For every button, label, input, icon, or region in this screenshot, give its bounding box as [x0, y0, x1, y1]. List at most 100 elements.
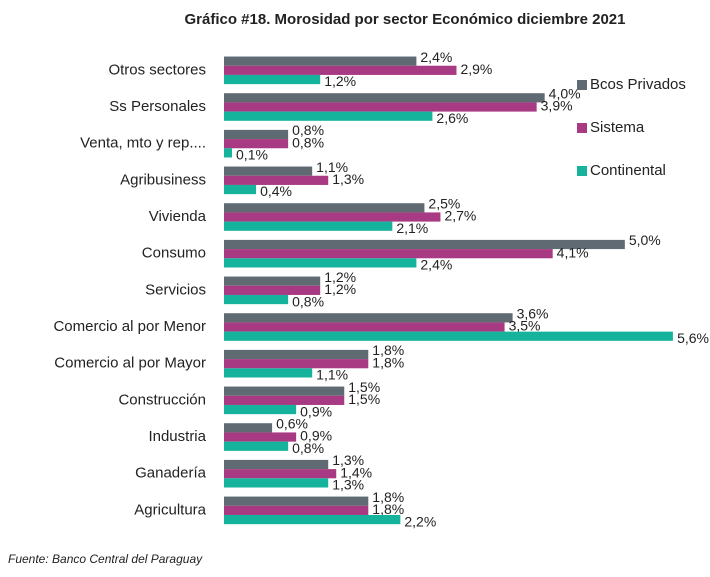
bar: [224, 313, 513, 323]
value-label: 3,9%: [541, 98, 573, 114]
value-label: 0,8%: [292, 293, 324, 309]
bar: [224, 285, 321, 295]
value-label: 1,1%: [316, 367, 348, 383]
bar: [224, 203, 425, 213]
bar: [224, 459, 329, 470]
bar: [224, 395, 345, 405]
bar: [224, 175, 329, 185]
value-label: 1,3%: [332, 171, 364, 187]
value-label: 1,3%: [332, 452, 364, 468]
value-label: 1,4%: [340, 464, 372, 480]
bar: [224, 139, 289, 149]
bar: [224, 441, 289, 451]
bar: [224, 56, 417, 66]
category-label: Comercio al por Mayor: [54, 355, 206, 372]
bar: [224, 496, 369, 506]
bar: [224, 148, 233, 158]
bar: [224, 432, 297, 442]
bar: [224, 93, 545, 103]
value-label: 1,2%: [324, 269, 356, 285]
value-label: 3,6%: [517, 306, 549, 322]
category-label: Otros sectores: [108, 61, 206, 78]
bar: [224, 129, 289, 140]
value-label: 0,8%: [292, 134, 324, 150]
value-label: 0,9%: [300, 428, 332, 444]
value-label: 1,8%: [372, 501, 404, 517]
chart-title: Gráfico #18. Morosidad por sector Económ…: [185, 11, 626, 28]
bar: [224, 221, 393, 231]
value-label: 1,5%: [348, 391, 380, 407]
bar: [224, 239, 625, 250]
value-label: 0,8%: [292, 440, 324, 456]
value-label: 2,9%: [460, 61, 492, 77]
category-label: Agricultura: [134, 501, 206, 518]
bar: [224, 478, 329, 488]
value-label: 1,2%: [324, 73, 356, 89]
category-label: Vivienda: [149, 208, 207, 225]
legend-label: Sistema: [590, 119, 645, 136]
bar: [224, 322, 505, 332]
bar: [224, 368, 313, 378]
category-label: Agribusiness: [120, 171, 206, 188]
bar: [224, 514, 401, 525]
value-label: 4,1%: [557, 244, 589, 260]
legend-label: Continental: [590, 162, 666, 179]
bar: [224, 505, 369, 515]
legend-label: Bcos Privados: [590, 76, 686, 93]
bar: [224, 331, 673, 341]
bar: [224, 184, 257, 195]
bar: [224, 276, 321, 286]
value-label: 2,4%: [420, 257, 452, 273]
value-label: 2,6%: [436, 110, 468, 126]
bar: [224, 294, 289, 305]
bar: [224, 386, 345, 396]
legend-swatch: [577, 123, 587, 133]
bar: [224, 102, 537, 112]
legend-swatch: [577, 166, 587, 176]
category-label: Ganadería: [135, 465, 207, 482]
value-label: 4,0%: [549, 86, 581, 102]
bar: [224, 166, 313, 176]
value-label: 2,2%: [404, 513, 436, 529]
bar: [224, 65, 457, 75]
category-label: Industria: [148, 428, 206, 445]
value-label: 0,1%: [236, 147, 268, 163]
bar: [224, 469, 337, 479]
value-label: 0,8%: [292, 122, 324, 138]
value-label: 5,6%: [677, 330, 709, 346]
bar: [224, 404, 297, 415]
category-label: Venta, mto y rep....: [80, 135, 206, 152]
value-label: 1,1%: [316, 159, 348, 175]
category-label: Construcción: [118, 391, 206, 408]
bar: [224, 111, 433, 121]
bar: [224, 423, 273, 433]
legend-swatch: [577, 80, 587, 90]
value-label: 1,2%: [324, 281, 356, 297]
category-label: Comercio al por Menor: [53, 318, 206, 335]
value-label: 2,5%: [428, 196, 460, 212]
value-label: 0,4%: [260, 183, 292, 199]
bar: [224, 249, 553, 259]
value-label: 2,4%: [420, 49, 452, 65]
bar: [224, 212, 441, 222]
value-label: 1,5%: [348, 379, 380, 395]
value-label: 1,8%: [372, 354, 404, 370]
value-label: 2,7%: [444, 208, 476, 224]
bar: [224, 258, 417, 268]
bar: [224, 359, 369, 369]
value-label: 1,8%: [372, 342, 404, 358]
value-label: 0,9%: [300, 403, 332, 419]
value-label: 2,1%: [396, 220, 428, 236]
category-label: Servicios: [145, 281, 206, 298]
category-label: Ss Personales: [109, 98, 206, 115]
bar: [224, 349, 369, 360]
bar: [224, 74, 321, 85]
value-label: 5,0%: [629, 232, 661, 248]
value-label: 3,5%: [509, 318, 541, 334]
source: Fuente: Banco Central del Paraguay: [8, 552, 203, 566]
value-label: 1,8%: [372, 489, 404, 505]
value-label: 0,6%: [276, 416, 308, 432]
value-label: 1,3%: [332, 477, 364, 493]
category-label: Consumo: [142, 245, 206, 262]
